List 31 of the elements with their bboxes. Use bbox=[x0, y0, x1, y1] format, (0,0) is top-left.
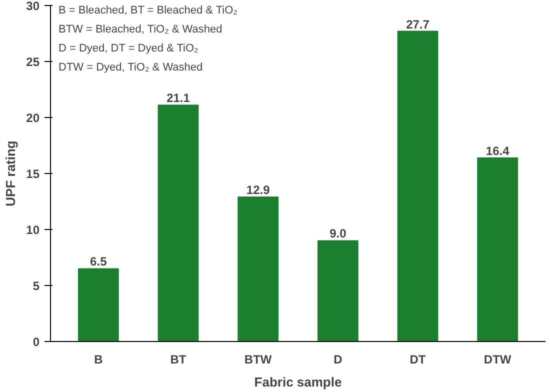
annotation: DTW = Dyed, TiO₂ & Washed bbox=[58, 62, 203, 74]
annotation: BTW = Bleached, TiO₂ & Washed bbox=[58, 24, 222, 36]
bar bbox=[477, 157, 518, 342]
data-label: 12.9 bbox=[246, 183, 270, 198]
data-label: 9.0 bbox=[330, 226, 347, 241]
y-tick-label: 5 bbox=[32, 279, 40, 293]
bar bbox=[158, 104, 199, 342]
x-tick-label: B bbox=[94, 352, 104, 366]
annotation: B = Bleached, BT = Bleached & TiO₂ bbox=[58, 4, 238, 16]
y-tick-label: 25 bbox=[26, 55, 40, 69]
x-tick-label: BT bbox=[170, 352, 187, 366]
data-label: 27.7 bbox=[406, 17, 430, 32]
x-axis-title: Fabric sample bbox=[254, 374, 342, 390]
y-tick-label: 0 bbox=[32, 335, 40, 349]
y-tick-label: 15 bbox=[26, 167, 40, 181]
data-label: 21.1 bbox=[166, 91, 190, 106]
y-tick-label: 10 bbox=[26, 223, 40, 237]
bar bbox=[238, 196, 279, 342]
data-label: 16.4 bbox=[486, 144, 510, 158]
x-tick-label: D bbox=[334, 352, 343, 366]
y-tick-label: 30 bbox=[26, 0, 40, 13]
x-tick-label: DTW bbox=[484, 352, 512, 366]
bar bbox=[317, 240, 358, 342]
bar bbox=[397, 30, 438, 342]
bar bbox=[78, 268, 119, 342]
x-tick-label: BTW bbox=[244, 352, 272, 366]
data-label: 6.5 bbox=[90, 254, 108, 269]
annotation: D = Dyed, DT = Dyed & TiO₂ bbox=[58, 42, 198, 54]
x-tick-label: DT bbox=[410, 352, 426, 366]
y-tick-label: 20 bbox=[26, 111, 40, 125]
y-axis-title: UPF rating bbox=[3, 140, 18, 206]
